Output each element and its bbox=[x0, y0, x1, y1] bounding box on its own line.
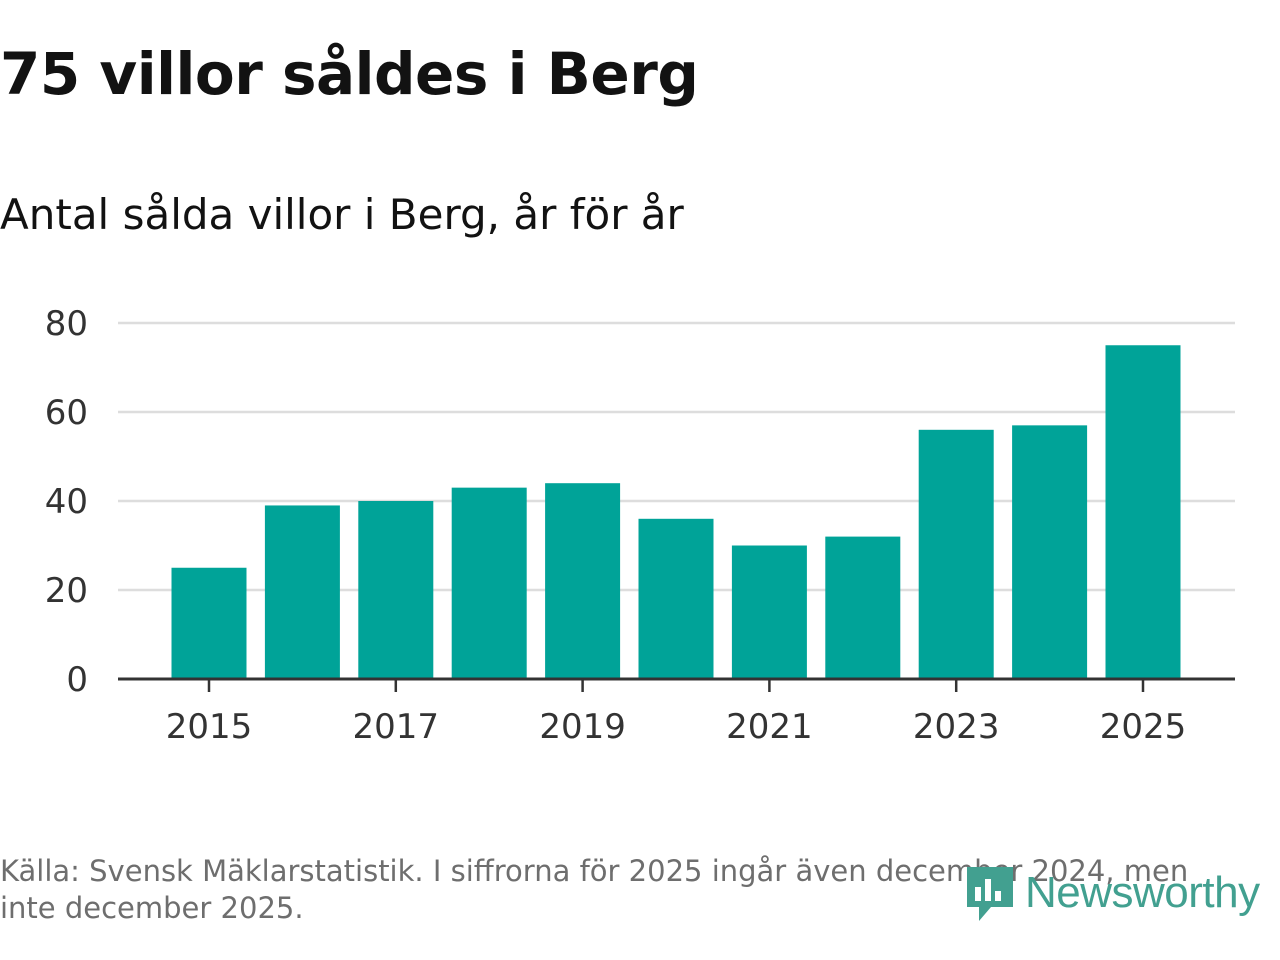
x-tick-label: 2025 bbox=[1100, 707, 1187, 747]
x-tick-label: 2021 bbox=[726, 707, 813, 747]
chart-title: 75 villor såldes i Berg bbox=[0, 40, 699, 108]
bar-2017 bbox=[358, 501, 434, 679]
bar-2020 bbox=[638, 518, 714, 679]
bar-chart: 0 20 40 60 80 2015 2017 2019 2021 2023 2025 bbox=[45, 304, 1235, 747]
bar-2019 bbox=[545, 483, 621, 679]
brand-name: Newsworthy bbox=[1025, 868, 1260, 917]
y-tick-label: 0 bbox=[66, 660, 88, 700]
bar-2023 bbox=[918, 429, 994, 679]
y-tick-label: 40 bbox=[45, 482, 88, 522]
x-tick-label: 2017 bbox=[353, 707, 440, 747]
bar-2021 bbox=[731, 545, 807, 679]
bar-2018 bbox=[451, 487, 527, 679]
y-tick-label: 60 bbox=[45, 393, 88, 433]
newsworthy-logo-icon bbox=[967, 867, 1013, 921]
y-tick-label: 20 bbox=[45, 571, 88, 611]
bar-2015 bbox=[171, 567, 247, 679]
bar-2025 bbox=[1105, 345, 1181, 679]
bar-2024 bbox=[1012, 425, 1088, 679]
x-tick-label: 2023 bbox=[913, 707, 1000, 747]
x-tick-label: 2015 bbox=[166, 707, 253, 747]
brand-logo: Newsworthy bbox=[963, 860, 1260, 926]
y-tick-label: 80 bbox=[45, 304, 88, 344]
chart-subtitle: Antal sålda villor i Berg, år för år bbox=[0, 190, 684, 239]
bar-2016 bbox=[264, 505, 340, 679]
bar-2022 bbox=[825, 536, 901, 679]
x-tick-label: 2019 bbox=[539, 707, 626, 747]
